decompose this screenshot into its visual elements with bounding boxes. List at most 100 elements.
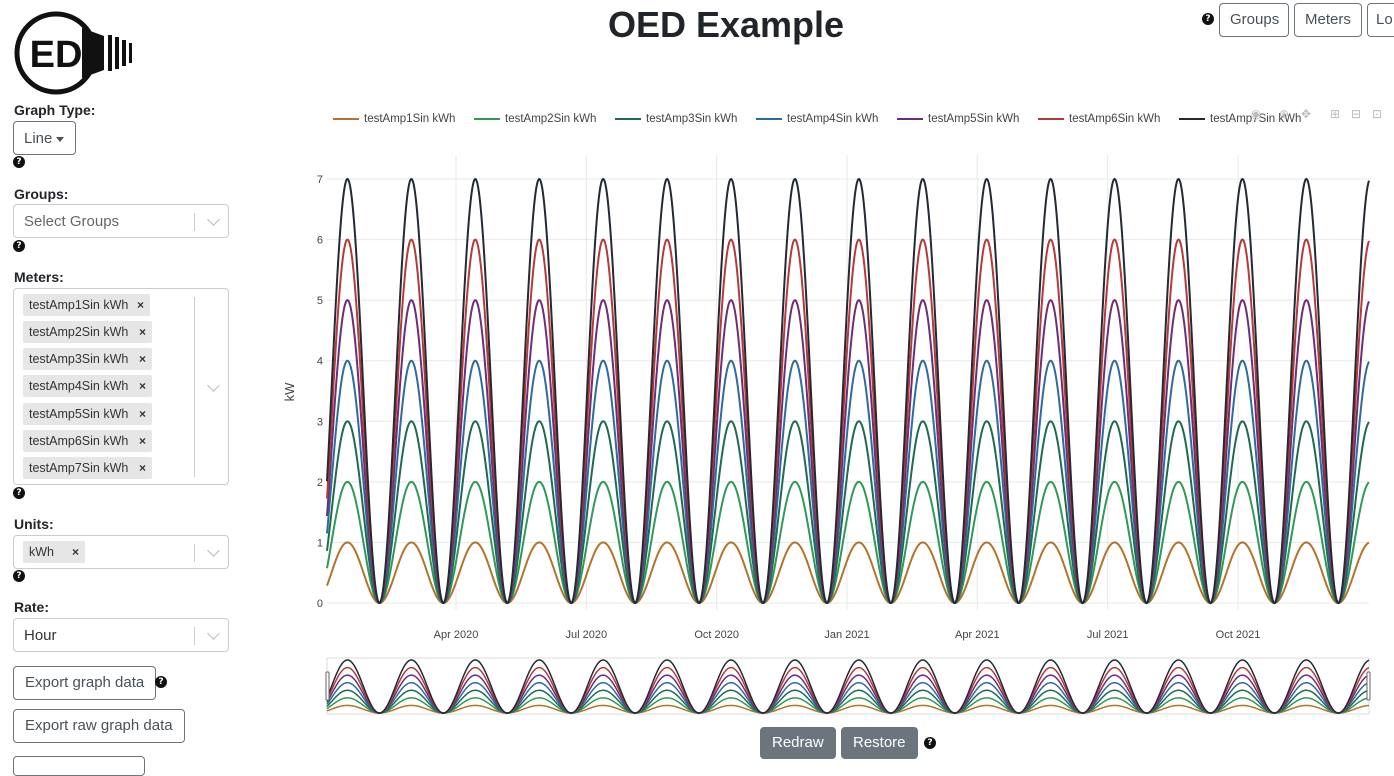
- select-separator: [194, 213, 195, 231]
- remove-icon[interactable]: ×: [138, 325, 146, 339]
- meter-chip-label: testAmp5Sin kWh: [29, 407, 129, 421]
- x-tick-label: Apr 2021: [955, 629, 1000, 641]
- legend-swatch: [1179, 117, 1205, 120]
- question-circle-icon[interactable]: ?: [13, 156, 25, 168]
- question-circle-icon[interactable]: ?: [924, 737, 936, 749]
- camera-icon[interactable]: ◉: [1250, 107, 1262, 121]
- remove-icon[interactable]: ×: [138, 434, 146, 448]
- remove-icon[interactable]: ×: [138, 407, 146, 421]
- autoscale-icon[interactable]: ⊡: [1371, 107, 1383, 121]
- meter-chip-label: testAmp1Sin kWh: [29, 298, 129, 312]
- range-slider-handle: [1366, 671, 1371, 701]
- graph-type-dropdown[interactable]: Line: [13, 121, 76, 155]
- range-slider: [325, 657, 1371, 715]
- legend-label: testAmp3Sin kWh: [646, 113, 738, 125]
- nav-meters-button[interactable]: Meters: [1294, 3, 1362, 37]
- legend-label: testAmp4Sin kWh: [787, 113, 879, 125]
- chart-series-lines: [326, 177, 1370, 605]
- legend-label: testAmp2Sin kWh: [505, 113, 597, 125]
- meter-chip: testAmp5Sin kWh ×: [23, 403, 152, 425]
- legend-item[interactable]: testAmp2Sin kWh: [474, 113, 596, 125]
- question-circle-icon[interactable]: ?: [13, 240, 25, 252]
- legend-item[interactable]: testAmp5Sin kWh: [897, 113, 1019, 125]
- meter-chip-label: testAmp2Sin kWh: [29, 325, 129, 339]
- unit-chip-label: kWh: [29, 545, 54, 559]
- select-separator: [194, 297, 195, 477]
- legend-item[interactable]: testAmp3Sin kWh: [615, 113, 737, 125]
- legend-swatch: [1038, 117, 1064, 120]
- oed-logo: ED: [12, 10, 136, 96]
- legend-label: testAmp1Sin kWh: [364, 113, 456, 125]
- question-circle-icon[interactable]: ?: [1202, 13, 1214, 25]
- units-label: Units:: [14, 516, 54, 532]
- remove-icon[interactable]: ×: [71, 545, 79, 559]
- y-tick-label: 0: [317, 598, 323, 610]
- y-tick-label: 4: [317, 356, 323, 368]
- nav-groups-button[interactable]: Groups: [1219, 3, 1289, 37]
- units-select[interactable]: kWh ×: [13, 535, 229, 569]
- redraw-button[interactable]: Redraw: [760, 727, 836, 759]
- x-tick-label: Oct 2020: [694, 629, 739, 641]
- x-axis-ticks: Apr 2020 Jul 2020 Oct 2020 Jan 2021 Apr 2021…: [434, 629, 1261, 641]
- question-circle-icon[interactable]: ?: [13, 570, 25, 582]
- series-line: [326, 480, 1370, 605]
- meter-chip: testAmp1Sin kWh ×: [23, 294, 150, 316]
- meter-chip: testAmp3Sin kWh ×: [23, 348, 152, 370]
- remove-icon[interactable]: ×: [138, 352, 146, 366]
- y-tick-label: 3: [317, 416, 323, 428]
- legend-item[interactable]: testAmp4Sin kWh: [756, 113, 878, 125]
- y-tick-label: 7: [317, 174, 323, 186]
- groups-select[interactable]: Select Groups: [13, 204, 229, 238]
- y-axis-ticks: 0 1 2 3 4 5 6 7: [317, 174, 323, 610]
- groups-label: Groups:: [14, 186, 69, 202]
- rate-value: Hour: [24, 627, 57, 644]
- unit-chip: kWh ×: [23, 541, 85, 563]
- caret-down-icon: [56, 136, 65, 142]
- legend-label: testAmp5Sin kWh: [928, 113, 1020, 125]
- export-graph-data-button[interactable]: Export graph data: [13, 666, 157, 700]
- meter-chip: testAmp2Sin kWh ×: [23, 321, 152, 343]
- meter-chip: testAmp4Sin kWh ×: [23, 375, 152, 397]
- graph-type-value: Line: [24, 130, 53, 147]
- nav-log-button[interactable]: Lo: [1367, 3, 1394, 37]
- export-raw-graph-data-button[interactable]: Export raw graph data: [13, 709, 185, 743]
- y-tick-label: 1: [317, 537, 323, 549]
- y-tick-label: 2: [317, 477, 323, 489]
- remove-icon[interactable]: ×: [138, 461, 146, 475]
- question-circle-icon[interactable]: ?: [13, 487, 25, 499]
- zoom-icon[interactable]: ⊕: [1278, 107, 1290, 121]
- remove-icon[interactable]: ×: [138, 379, 146, 393]
- meter-chip-label: testAmp6Sin kWh: [29, 434, 129, 448]
- rate-select[interactable]: Hour: [13, 618, 229, 652]
- zoom-in-icon[interactable]: ⊞: [1329, 107, 1341, 121]
- remove-icon[interactable]: ×: [136, 298, 144, 312]
- zoom-out-icon[interactable]: ⊟: [1350, 107, 1362, 121]
- legend-item[interactable]: testAmp1Sin kWh: [333, 113, 455, 125]
- series-line: [326, 177, 1370, 605]
- meter-chip-label: testAmp3Sin kWh: [29, 352, 129, 366]
- x-tick-label: Jul 2020: [566, 629, 608, 641]
- meter-chip-label: testAmp7Sin kWh: [29, 461, 129, 475]
- slider-series-line: [326, 659, 1370, 714]
- groups-placeholder: Select Groups: [24, 213, 120, 230]
- meters-label: Meters:: [14, 269, 64, 285]
- legend-swatch: [756, 117, 782, 120]
- legend-label: testAmp6Sin kWh: [1069, 113, 1161, 125]
- meter-chip: testAmp6Sin kWh ×: [23, 430, 152, 452]
- range-slider-handle: [325, 671, 330, 701]
- x-tick-label: Jul 2021: [1087, 629, 1129, 641]
- x-tick-label: Apr 2020: [434, 629, 479, 641]
- graph-type-label: Graph Type:: [14, 102, 96, 118]
- question-circle-icon[interactable]: ?: [155, 676, 167, 688]
- meters-select[interactable]: testAmp1Sin kWh × testAmp2Sin kWh × testAm…: [13, 288, 229, 485]
- pan-icon[interactable]: ✥: [1300, 107, 1312, 121]
- restore-button[interactable]: Restore: [841, 727, 918, 759]
- select-separator: [194, 544, 195, 562]
- legend-item[interactable]: testAmp6Sin kWh: [1038, 113, 1160, 125]
- legend-label: testAmp7Sin kWh: [1210, 113, 1302, 125]
- meter-chip: testAmp7Sin kWh ×: [23, 457, 152, 479]
- y-axis-label: kW: [282, 382, 297, 402]
- logo-text: ED: [30, 34, 83, 76]
- legend-item[interactable]: testAmp7Sin kWh: [1179, 113, 1301, 125]
